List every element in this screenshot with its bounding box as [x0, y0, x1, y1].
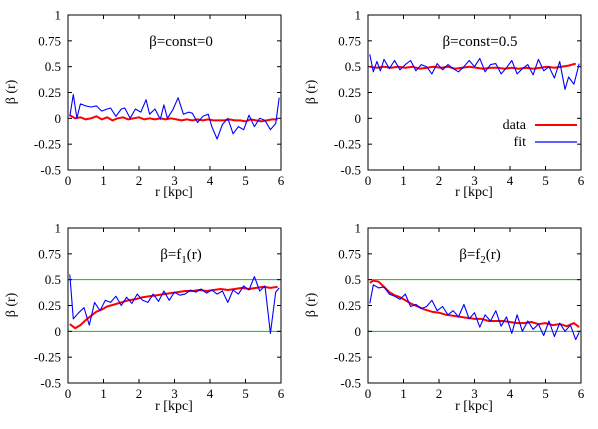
y-axis-label: β (r)	[4, 79, 19, 104]
y-tick-label: 0	[55, 111, 62, 126]
x-tick-label: 1	[100, 386, 107, 401]
series-line-fit	[69, 94, 280, 140]
x-tick-label: 6	[278, 386, 285, 401]
x-tick-label: 5	[242, 173, 249, 188]
x-tick-label: 6	[578, 386, 585, 401]
x-axis-label: r [kpc]	[455, 399, 493, 414]
x-tick-label: 2	[436, 173, 443, 188]
y-tick-label: 0.75	[338, 246, 361, 261]
y-tick-label: 0	[55, 324, 62, 339]
x-tick-label: 4	[207, 173, 214, 188]
y-tick-label: -0.25	[334, 137, 361, 152]
panel-title: β=const=0	[149, 34, 213, 50]
y-tick-label: -0.25	[34, 350, 61, 365]
x-tick-label: 0	[65, 173, 72, 188]
y-tick-label: -0.5	[40, 376, 61, 391]
legend-label-data: data	[503, 118, 527, 133]
series-group	[369, 54, 580, 90]
y-axis-ticks: -0.5 -0.25 0 0.25 0.5 0.75 1	[334, 221, 581, 391]
y-tick-label: 1	[355, 8, 362, 23]
reference-lines	[68, 279, 281, 332]
y-tick-label: 0	[355, 111, 362, 126]
x-axis-ticks: 0 1 2 3 4 5 6	[65, 228, 285, 401]
x-tick-label: 1	[400, 386, 407, 401]
legend: data fit	[503, 118, 577, 150]
panel-title: β=f2(r)	[459, 247, 501, 266]
x-tick-label: 4	[507, 173, 514, 188]
series-group	[369, 279, 580, 341]
y-tick-label: 0.75	[38, 33, 61, 48]
panel-title: β=f1(r)	[160, 247, 202, 266]
y-axis-label: β (r)	[4, 292, 19, 317]
y-tick-label: 1	[55, 8, 62, 23]
x-axis-label: r [kpc]	[155, 185, 193, 200]
panel-beta-f2: 0 1 2 3 4 5 6 -0.5 -0.25 0 0.25 0.5 0.75 1 β=f2(r) r…	[304, 221, 585, 415]
x-tick-label: 0	[65, 386, 72, 401]
y-axis-label: β (r)	[304, 292, 319, 317]
y-tick-label: 0.75	[38, 246, 61, 261]
x-tick-label: 3	[471, 386, 478, 401]
y-tick-label: 0.5	[45, 59, 61, 74]
y-tick-label: -0.25	[34, 137, 61, 152]
y-tick-label: 0.5	[45, 272, 61, 287]
series-group	[69, 274, 280, 334]
y-tick-label: 0.75	[338, 33, 361, 48]
series-line-data	[369, 279, 580, 328]
x-tick-label: 5	[242, 386, 249, 401]
x-tick-label: 6	[278, 173, 285, 188]
x-axis-ticks: 0 1 2 3 4 5 6	[65, 15, 285, 188]
series-line-data	[69, 285, 278, 330]
x-tick-label: 3	[171, 386, 178, 401]
x-tick-label: 2	[436, 386, 443, 401]
panel-beta-const-0-5: 0 1 2 3 4 5 6 -0.5 -0.25 0 0.25 0.5 0.75 1 β=const=0…	[304, 8, 585, 201]
legend-label-fit: fit	[514, 135, 527, 150]
y-tick-label: -0.25	[334, 350, 361, 365]
y-tick-label: 1	[355, 221, 362, 236]
y-tick-label: -0.5	[40, 163, 61, 178]
panel-title: β=const=0.5	[443, 34, 518, 50]
y-axis-ticks: -0.5 -0.25 0 0.25 0.5 0.75 1	[334, 8, 581, 178]
series-line-data	[69, 114, 278, 123]
y-tick-label: 0.25	[338, 298, 361, 313]
x-tick-label: 1	[400, 173, 407, 188]
y-axis-label: β (r)	[304, 79, 319, 104]
series-line-fit	[69, 274, 280, 334]
y-tick-label: 0.5	[345, 272, 361, 287]
y-tick-label: 1	[55, 221, 62, 236]
x-axis-label: r [kpc]	[155, 399, 193, 414]
x-tick-label: 6	[578, 173, 585, 188]
x-tick-label: 3	[171, 173, 178, 188]
x-tick-label: 2	[136, 386, 143, 401]
panel-beta-f1: 0 1 2 3 4 5 6 -0.5 -0.25 0 0.25 0.5 0.75 1 β=f1(r) r…	[4, 221, 285, 415]
y-tick-label: 0.25	[338, 85, 361, 100]
y-tick-label: -0.5	[340, 376, 361, 391]
x-tick-label: 3	[471, 173, 478, 188]
x-tick-label: 5	[542, 173, 549, 188]
y-tick-label: 0.25	[38, 85, 61, 100]
x-tick-label: 2	[136, 173, 143, 188]
y-axis-ticks: -0.5 -0.25 0 0.25 0.5 0.75 1	[34, 8, 281, 178]
y-tick-label: 0.25	[38, 298, 61, 313]
y-tick-label: -0.5	[340, 163, 361, 178]
x-tick-label: 4	[207, 386, 214, 401]
x-tick-label: 0	[365, 386, 372, 401]
x-axis-ticks: 0 1 2 3 4 5 6	[365, 15, 585, 188]
series-line-fit	[369, 284, 580, 341]
x-axis-ticks: 0 1 2 3 4 5 6	[365, 228, 585, 401]
y-axis-ticks: -0.5 -0.25 0 0.25 0.5 0.75 1	[34, 221, 281, 391]
series-line-fit	[369, 54, 580, 90]
series-line-data	[369, 62, 576, 70]
x-tick-label: 5	[542, 386, 549, 401]
y-tick-label: 0.5	[345, 59, 361, 74]
x-tick-label: 1	[100, 173, 107, 188]
series-group	[69, 94, 280, 140]
y-tick-label: 0	[355, 324, 362, 339]
panel-beta-const-0: 0 1 2 3 4 5 6 -0.5 -0.25 0 0.25 0.5 0.75 1 β=const=0…	[4, 8, 285, 201]
x-tick-label: 0	[365, 173, 372, 188]
x-axis-label: r [kpc]	[455, 185, 493, 200]
x-tick-label: 4	[507, 386, 514, 401]
